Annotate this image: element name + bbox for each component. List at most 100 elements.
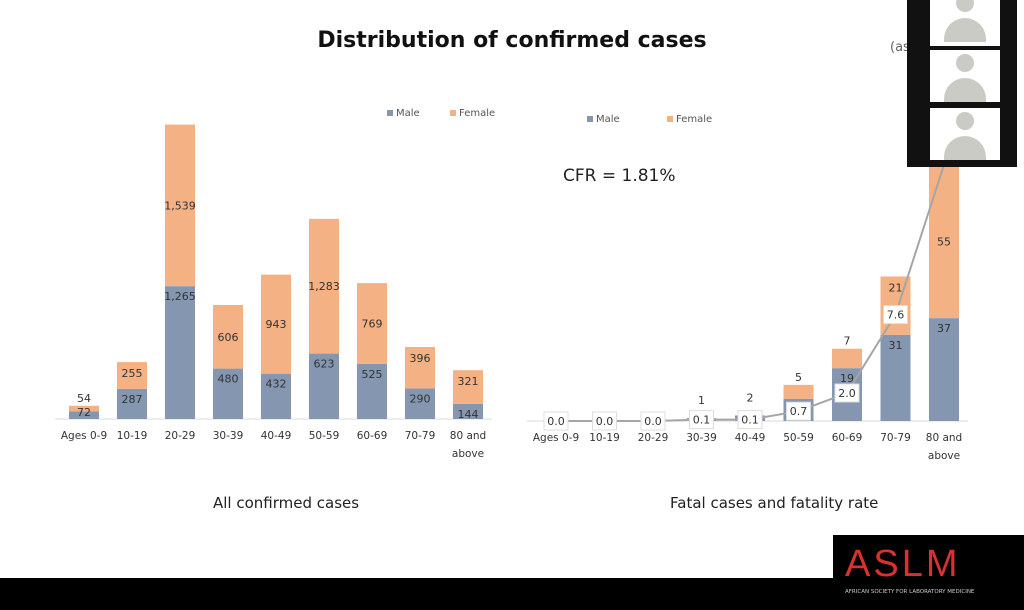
bar-male [880, 334, 911, 421]
avatar-icon [956, 54, 974, 72]
legend-swatch-female [450, 110, 456, 116]
x-tick-label: 30-39 [686, 432, 717, 444]
cfr-label: 0.7 [790, 405, 808, 418]
bar-female [213, 304, 243, 369]
cfr-label: 0.1 [693, 414, 711, 427]
bar-male [453, 403, 483, 419]
avatar-icon [956, 112, 974, 130]
bar-female [405, 346, 435, 389]
x-tick-label: 60-69 [357, 430, 388, 442]
x-tick-label: 80 and [926, 432, 962, 444]
x-tick-label: 40-49 [735, 432, 766, 444]
cfr-label-box [592, 411, 617, 431]
avatar-body [944, 78, 986, 102]
bar-male [405, 388, 435, 419]
cfr-label: 2.0 [838, 387, 856, 400]
data-label-female: 321 [458, 375, 479, 388]
data-label-female: 606 [218, 331, 239, 344]
participant-tile[interactable] [930, 108, 1000, 160]
data-label-female: 1,283 [308, 280, 340, 293]
data-label-female: 5 [795, 371, 802, 384]
x-tick-label: 20-29 [638, 432, 669, 444]
data-label-female: 54 [77, 392, 91, 405]
data-label-male: 19 [840, 372, 854, 385]
x-tick-label: 70-79 [405, 430, 436, 442]
data-label-male: 525 [362, 368, 383, 381]
data-label-male: 2 [747, 391, 754, 404]
aslm-logo: ASLM AFRICAN SOCIETY FOR LABORATORY MEDI… [833, 535, 1024, 610]
data-label-female: 255 [122, 367, 143, 380]
logo-text: ASLM [845, 543, 961, 585]
participant-tile[interactable] [930, 0, 1000, 46]
avatar-icon [956, 0, 974, 12]
bar-female [453, 370, 483, 404]
data-label-male: 72 [77, 406, 91, 419]
x-tick-label: 60-69 [832, 432, 863, 444]
bar-male [929, 318, 959, 421]
cfr-label: 7.6 [887, 309, 905, 322]
bar-male [357, 363, 387, 419]
bar-female [261, 274, 291, 374]
cfr-text: CFR = 1.81% [563, 166, 676, 186]
data-label-male: 31 [889, 339, 903, 352]
bar-male [213, 368, 243, 419]
data-label-female: 769 [362, 318, 383, 331]
x-tick-label: 10-19 [117, 430, 148, 442]
video-participants-panel[interactable] [907, 0, 1017, 167]
bar-female [309, 218, 339, 354]
right-chart-caption: Fatal cases and fatality rate [670, 494, 879, 512]
x-tick-label: 50-59 [783, 432, 814, 444]
bar-male [69, 411, 99, 419]
legend-swatch-male [587, 116, 593, 122]
x-tick-label: Ages 0-9 [533, 432, 579, 444]
data-label-male: 480 [218, 373, 239, 386]
data-label-female: 55 [937, 236, 951, 249]
cfr-label-box [543, 411, 569, 431]
data-label-male: 623 [314, 358, 335, 371]
bar-male [165, 286, 195, 419]
cfr-label: 0.1 [741, 414, 759, 427]
cfr-label-box [689, 410, 714, 430]
data-label-male: 287 [122, 393, 143, 406]
cfr-label-box [737, 410, 763, 430]
cfr-label-box [640, 411, 666, 431]
left-chart-caption: All confirmed cases [213, 494, 360, 512]
bar-female [832, 348, 862, 369]
bar-female [117, 362, 147, 389]
x-tick-label: 50-59 [309, 430, 340, 442]
data-label-female: 1,539 [164, 199, 196, 212]
logo-subtitle: AFRICAN SOCIETY FOR LABORATORY MEDICINE [845, 589, 975, 595]
x-tick-label: above [928, 450, 960, 462]
cfr-label: 0.0 [596, 415, 614, 428]
participant-tile[interactable] [930, 50, 1000, 102]
avatar-body [944, 18, 986, 42]
bar-female [929, 165, 959, 319]
x-tick-label: 30-39 [213, 430, 244, 442]
data-label-male: 37 [937, 322, 951, 335]
bar-female [783, 384, 814, 399]
as-of-note: (as [890, 40, 910, 55]
bar-female [357, 283, 387, 364]
data-label-male: 1 [698, 394, 705, 407]
slide-title: Distribution of confirmed cases [317, 28, 707, 53]
cfr-label-box [786, 401, 811, 421]
cfr-label: 0.0 [644, 415, 662, 428]
legend-label-male: Male [596, 114, 620, 125]
data-label-male: 144 [458, 408, 479, 421]
bar-male [261, 373, 291, 419]
bar-male [309, 353, 339, 419]
bar-male [117, 388, 147, 419]
x-tick-label: 20-29 [165, 430, 196, 442]
legend-label-female: Female [676, 114, 712, 125]
x-tick-label: above [452, 448, 484, 460]
legend-label-male: Male [396, 108, 420, 119]
cfr-label-box [834, 383, 860, 403]
data-label-female: 943 [266, 318, 287, 331]
data-label-male: 290 [410, 393, 431, 406]
cfr-label-box [883, 305, 908, 325]
data-label-female: 21 [889, 281, 903, 294]
x-tick-label: 40-49 [261, 430, 292, 442]
data-label-male: 432 [266, 378, 287, 391]
legend-swatch-female [667, 116, 673, 122]
